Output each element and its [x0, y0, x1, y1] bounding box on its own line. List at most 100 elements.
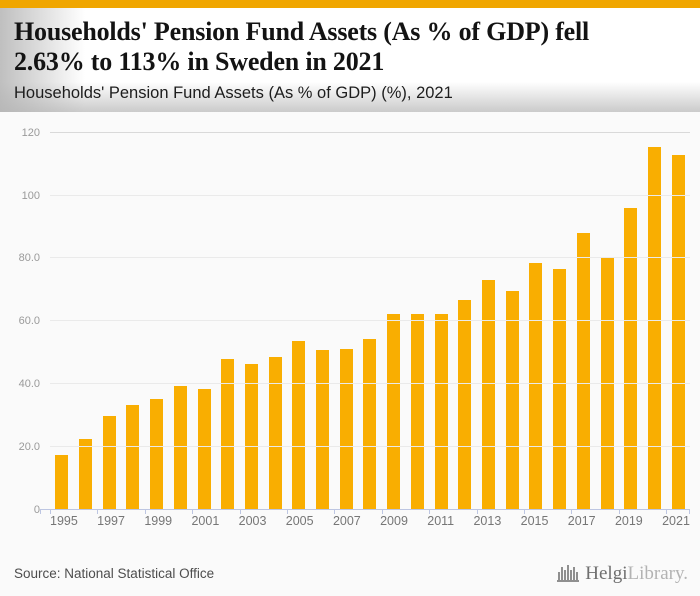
bar-slot-2021	[666, 117, 690, 510]
bar-slot-1999	[145, 117, 169, 510]
accent-bar	[0, 0, 700, 8]
x-axis-label-2007: 2007	[332, 514, 361, 528]
bar-2002[interactable]	[221, 359, 235, 510]
x-axis-tick	[666, 510, 668, 514]
chart-title-line1: Households' Pension Fund Assets (As % of…	[14, 17, 590, 46]
y-axis-label-60: 60.0	[18, 315, 40, 328]
bar-1995[interactable]	[55, 454, 69, 510]
x-axis-label-1999: 1999	[144, 514, 173, 528]
bar-slot-2017	[571, 117, 595, 510]
bar-slot-2015	[524, 117, 548, 510]
bar-2014[interactable]	[505, 290, 519, 510]
x-axis-label-2010	[408, 514, 427, 528]
x-axis-tick	[571, 510, 573, 514]
x-axis-tick	[429, 510, 431, 514]
bar-2008[interactable]	[363, 338, 377, 510]
bar-slot-2002	[216, 117, 240, 510]
bar-2011[interactable]	[434, 314, 448, 510]
bar-slot-2000	[169, 117, 193, 510]
x-axis-label-2018	[596, 514, 615, 528]
x-axis-line	[40, 509, 690, 514]
y-axis-label-100: 100	[21, 189, 40, 202]
bar-slot-2008	[358, 117, 382, 510]
y-axis-label-0: 0	[33, 504, 40, 516]
bar-slot-2016	[548, 117, 572, 510]
helgi-library-logo[interactable]: HelgiLibrary.	[556, 563, 688, 583]
x-axis-labels: 1995 1997 1999 2001 2003 2005 2007 2009 2011 2013…	[50, 514, 690, 528]
x-axis-tick	[192, 510, 194, 514]
x-axis-tick	[97, 510, 99, 514]
bar-slot-2003	[240, 117, 264, 510]
y-axis-label-40: 40.0	[18, 378, 40, 391]
bar-2021[interactable]	[671, 154, 685, 510]
x-axis-tick	[381, 510, 383, 514]
bar-2000[interactable]	[173, 385, 187, 510]
bar-1996[interactable]	[79, 438, 93, 510]
y-axis-label-80: 80.0	[18, 252, 40, 265]
x-axis-label-2019: 2019	[614, 514, 643, 528]
bar-1998[interactable]	[126, 405, 140, 510]
bar-2001[interactable]	[197, 388, 211, 510]
bar-2019[interactable]	[624, 208, 638, 510]
bar-2020[interactable]	[647, 146, 661, 510]
x-axis-label-2006	[314, 514, 333, 528]
x-axis-label-2014	[501, 514, 520, 528]
bar-2009[interactable]	[387, 314, 401, 510]
plot-area	[40, 117, 690, 514]
x-axis-label-2008	[361, 514, 380, 528]
bar-slot-2007	[334, 117, 358, 510]
x-axis-tick	[144, 510, 146, 514]
x-axis-label-2003: 2003	[238, 514, 267, 528]
bar-1999[interactable]	[150, 399, 164, 510]
gridline-100	[50, 194, 690, 196]
x-axis-tick	[476, 510, 478, 514]
bar-2005[interactable]	[292, 341, 306, 510]
bar-2012[interactable]	[458, 299, 472, 510]
x-axis-label-2015: 2015	[520, 514, 549, 528]
bar-chart: 0 20.0 40.0 60.0 80.0 100 120 1995 1997 1999 2001…	[0, 117, 700, 528]
bar-slot-2013	[477, 117, 501, 510]
bar-2010[interactable]	[410, 314, 424, 510]
chart-title-line2: 2.63% to 113% in Sweden in 2021	[14, 47, 385, 77]
bar-slot-2019	[619, 117, 643, 510]
bar-slot-2011	[429, 117, 453, 510]
gridline-40	[50, 383, 690, 385]
chart-subtitle: Households' Pension Fund Assets (As % of…	[14, 83, 453, 102]
bar-2017[interactable]	[576, 233, 590, 510]
bar-1997[interactable]	[102, 416, 116, 510]
x-axis-label-2016	[548, 514, 567, 528]
x-axis-tick	[40, 510, 41, 514]
bar-slot-2020	[643, 117, 667, 510]
bar-slot-1998	[121, 117, 145, 510]
x-axis-label-1997: 1997	[97, 514, 125, 528]
bar-2007[interactable]	[339, 349, 353, 510]
x-axis-label-2001: 2001	[191, 514, 220, 528]
bar-chart-skyline-icon	[557, 565, 580, 582]
x-axis-label-2002	[219, 514, 238, 528]
bar-slot-2012	[453, 117, 477, 510]
bar-2003[interactable]	[244, 363, 258, 510]
bar-2016[interactable]	[553, 269, 567, 510]
x-axis-label-2020	[643, 514, 662, 528]
bar-2006[interactable]	[316, 349, 330, 510]
x-axis-label-2005: 2005	[285, 514, 314, 528]
bar-2013[interactable]	[482, 280, 495, 510]
x-axis-label-2009: 2009	[380, 514, 408, 528]
x-axis-label-2017: 2017	[567, 514, 596, 528]
bar-slot-1995	[50, 117, 74, 510]
bar-slot-2005	[287, 117, 311, 510]
bar-slot-2014	[500, 117, 524, 510]
x-axis-label-2012	[454, 514, 473, 528]
x-axis-tick	[689, 510, 690, 514]
gridline-20	[50, 446, 690, 448]
bar-slot-1997	[97, 117, 121, 510]
bar-slot-2004	[263, 117, 287, 510]
y-axis: 0 20.0 40.0 60.0 80.0 100 120	[0, 117, 50, 516]
x-axis-label-2011: 2011	[427, 514, 455, 528]
x-axis-label-1998	[125, 514, 144, 528]
bar-slot-2001	[192, 117, 216, 510]
bar-2004[interactable]	[268, 356, 282, 510]
x-axis-tick	[334, 510, 336, 514]
bar-2015[interactable]	[529, 262, 543, 510]
